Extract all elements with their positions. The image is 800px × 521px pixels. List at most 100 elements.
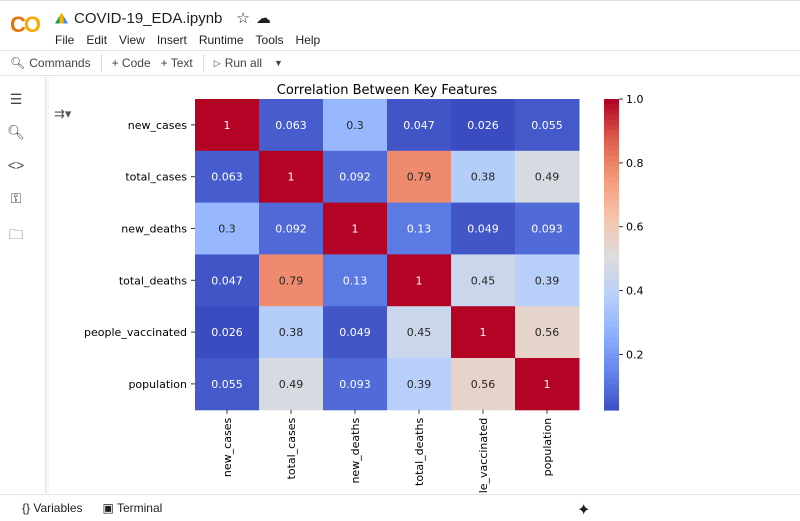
x-tick-label: population	[541, 418, 554, 477]
colorbar-segment	[604, 368, 619, 375]
colorbar-segment	[604, 109, 619, 116]
y-tick-label: new_cases	[128, 119, 188, 132]
cell-value-label: 0.026	[467, 119, 499, 132]
colorbar-segment	[604, 202, 619, 209]
secrets-key-icon[interactable]: ⚿	[10, 190, 22, 206]
colorbar-segment	[604, 187, 619, 193]
cell-value-label: 0.055	[211, 378, 243, 391]
commands-button[interactable]: 🔍︎ Commands	[0, 56, 101, 70]
colorbar-segment	[604, 327, 619, 333]
correlation-heatmap: Correlation Between Key Features 1 0.063 0…	[84, 83, 644, 494]
colorbar-segment	[604, 358, 619, 364]
cell-value-label: 0.13	[343, 274, 368, 287]
cell-value-label: 1	[288, 171, 295, 184]
run-all-button[interactable]: ▷ Run all ▼	[204, 56, 293, 70]
heatmap-cell	[259, 358, 324, 411]
cell-value-label: 0.79	[279, 274, 304, 287]
menu-help[interactable]: Help	[295, 33, 321, 47]
add-text-button[interactable]: + Text	[161, 56, 203, 70]
terminal-button[interactable]: ▣ Terminal	[103, 501, 163, 515]
colorbar-segment	[604, 140, 619, 147]
colorbar-segment	[604, 192, 619, 199]
cell-value-label: 0.093	[339, 378, 371, 391]
heatmap-cell	[259, 99, 324, 152]
cell-value-label: 0.56	[471, 378, 496, 391]
colorbar-segment	[604, 290, 619, 297]
colorbar-segment	[604, 181, 619, 188]
colorbar-segment	[604, 316, 619, 323]
cell-value-label: 0.13	[407, 223, 432, 236]
play-icon: ▷	[213, 57, 221, 68]
colorbar-segment	[604, 275, 619, 282]
cell-value-label: 1	[224, 119, 231, 132]
notebook-title[interactable]: COVID-19_EDA.ipynb	[74, 9, 223, 27]
add-code-button[interactable]: + Code	[102, 56, 161, 70]
cell-value-label: 1	[480, 326, 487, 339]
colorbar-segment	[604, 321, 619, 328]
heatmap-cell	[387, 306, 452, 359]
colorbar-segment	[604, 156, 619, 162]
colorbar-segment	[604, 373, 619, 380]
heatmap-cell	[259, 202, 324, 255]
cell-value-label: 0.45	[471, 274, 496, 287]
find-icon[interactable]: 🔍︎	[7, 124, 25, 140]
code-snippets-icon[interactable]: <>	[7, 157, 25, 173]
variables-icon: {}	[22, 501, 31, 515]
colorbar-segment	[604, 114, 619, 121]
cell-value-label: 0.063	[211, 171, 243, 184]
menu-runtime[interactable]: Runtime	[198, 33, 244, 47]
y-tick-label: new_deaths	[121, 223, 187, 236]
gemini-sparkle-icon[interactable]: ✦	[577, 502, 591, 519]
heatmap-cell	[387, 358, 452, 411]
toolbar: 🔍︎ Commands + Code + Text ▷ Run all ▼	[0, 50, 800, 76]
heatmap-cell	[195, 99, 260, 152]
colorbar-segment	[604, 306, 619, 313]
divider	[202, 54, 204, 72]
cell-value-label: 0.3	[346, 119, 364, 132]
colorbar-segment	[604, 218, 619, 224]
colorbar-segment	[604, 130, 619, 136]
colorbar-segment	[604, 104, 619, 110]
heatmap-cell	[515, 306, 580, 359]
cell-value-label: 0.3	[218, 223, 236, 236]
colorbar-segment	[604, 166, 619, 173]
colab-logo[interactable]: CO	[10, 12, 41, 37]
heatmap-cell	[195, 150, 260, 204]
menu-tools[interactable]: Tools	[255, 33, 284, 47]
heatmap-cell	[323, 150, 388, 204]
menu-view[interactable]: View	[119, 33, 145, 47]
colorbar-segment	[604, 378, 619, 385]
cell-value-label: 0.38	[471, 171, 496, 184]
folder-icon[interactable]: 🗀	[9, 226, 23, 242]
colorbar-segment	[604, 99, 619, 105]
cloud-saved-icon[interactable]: ☁	[255, 10, 271, 27]
output-actions-icon[interactable]: ⇉▾	[54, 106, 72, 121]
cell-value-label: 0.055	[531, 119, 563, 132]
menu-insert[interactable]: Insert	[156, 33, 187, 47]
menu-file[interactable]: File	[55, 33, 75, 47]
colorbar-segment	[604, 176, 619, 183]
heatmap-cell	[323, 99, 388, 152]
colorbar-segment	[604, 223, 619, 230]
colorbar-segment	[604, 389, 619, 396]
menu-edit[interactable]: Edit	[86, 33, 108, 47]
heatmap-cell	[387, 99, 452, 152]
terminal-label: Terminal	[116, 501, 163, 515]
cell-value-label: 0.49	[279, 378, 304, 391]
search-icon: 🔍︎	[10, 56, 26, 70]
cell-value-label: 0.049	[467, 223, 499, 236]
x-tick-label: people_vaccinated	[477, 418, 490, 494]
heatmap-cell	[323, 358, 388, 411]
colorbar-segment	[604, 404, 619, 411]
colorbar-segment	[604, 135, 619, 142]
cell-value-label: 1	[544, 378, 551, 391]
star-icon[interactable]: ☆	[236, 10, 250, 27]
variables-button[interactable]: {} Variables	[22, 501, 83, 515]
chevron-down-icon[interactable]: ▼	[274, 58, 283, 68]
colorbar-tick-label: 0.6	[626, 221, 644, 234]
colorbar-segment	[604, 197, 619, 204]
colorbar-segment	[604, 347, 619, 354]
toc-icon[interactable]: ☰	[9, 91, 23, 107]
colorbar-segment	[604, 270, 619, 276]
bottom-bar: {} Variables ▣ Terminal	[0, 494, 800, 521]
